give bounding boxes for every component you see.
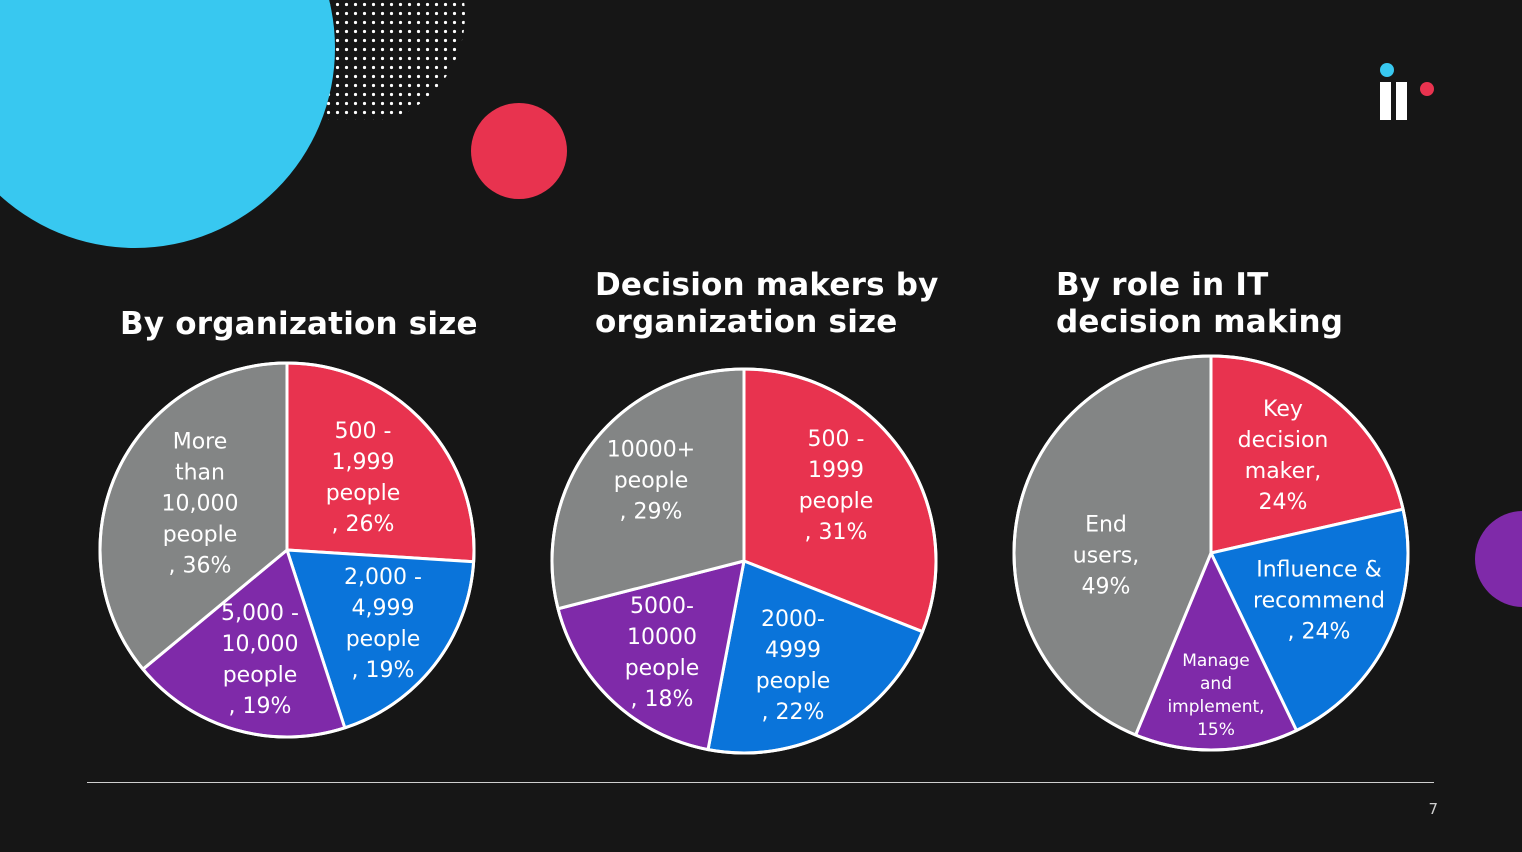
pie-outline bbox=[98, 361, 476, 739]
chart-title-role: By role in IT decision making bbox=[1056, 267, 1344, 340]
pie-data-label: 5000- 10000 people , 18% bbox=[624, 594, 700, 712]
pie-data-label: End users, 49% bbox=[1072, 512, 1140, 600]
pie-data-label: 500 - 1999 people , 31% bbox=[798, 427, 874, 545]
purple-circle bbox=[1475, 511, 1522, 607]
red-circle bbox=[471, 103, 567, 199]
pie-data-label: 5,000 - 10,000 people , 19% bbox=[221, 601, 299, 719]
logo-icon bbox=[1380, 63, 1434, 120]
pie-data-label: 2000- 4999 people , 22% bbox=[755, 607, 831, 725]
pie-data-label: More than 10,000 people , 36% bbox=[161, 429, 239, 579]
pie-outline bbox=[550, 367, 938, 755]
cyan-circle bbox=[0, 0, 335, 248]
pie-data-label: 10000+ people , 29% bbox=[606, 437, 696, 525]
page-number: 7 bbox=[1428, 800, 1438, 818]
pie-data-label: Influence & recommend , 24% bbox=[1253, 557, 1385, 645]
pie-data-label: Manage and implement, 15% bbox=[1167, 651, 1265, 740]
footer-divider bbox=[87, 782, 1434, 783]
pie-outline bbox=[1012, 354, 1410, 752]
pie-data-label: 500 - 1,999 people , 26% bbox=[325, 419, 401, 537]
pie-data-label: Key decision maker, 24% bbox=[1237, 397, 1329, 515]
pie-data-label: 2,000 - 4,999 people , 19% bbox=[344, 565, 422, 683]
chart-title-decision-makers: Decision makers by organization size bbox=[595, 267, 939, 340]
chart-title-org-size: By organization size bbox=[120, 306, 478, 342]
